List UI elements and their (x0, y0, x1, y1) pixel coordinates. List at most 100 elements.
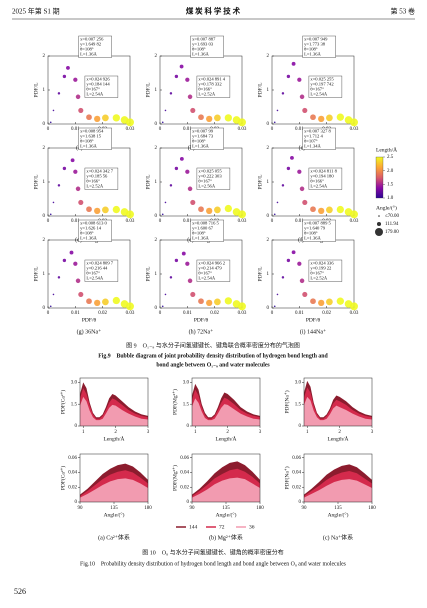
bubble (102, 114, 109, 122)
bubble (94, 299, 101, 307)
bubble (310, 298, 316, 305)
bubble (73, 77, 78, 82)
bubble (126, 118, 134, 127)
bubble (66, 65, 70, 70)
annotation-box (308, 167, 343, 190)
bubble (214, 206, 221, 214)
bubble (281, 276, 285, 279)
y-axis-label: PDF/L (33, 82, 39, 98)
panel-label: (g) 36Na⁺ (77, 328, 102, 335)
bubble (169, 92, 173, 95)
y-axis-label: PDF(Na⁺) (283, 466, 290, 489)
x-tick-label: 0.01 (71, 127, 80, 132)
annotation-text: x=0.024 926 (86, 76, 110, 81)
x-tick-label: 90 (190, 506, 196, 511)
annotation-text: y=1.626 14 (80, 225, 102, 230)
bubble (174, 74, 179, 79)
x-tick-label: 135 (222, 506, 230, 511)
y-tick-label: 2 (267, 146, 270, 151)
bubble (86, 206, 92, 213)
x-axis-label: Angle/(°) (328, 511, 349, 518)
bubble (297, 261, 302, 266)
bubble (69, 250, 74, 255)
panel-caption: (b) Mg²⁺体系 (209, 533, 243, 541)
bubble (350, 210, 358, 219)
bubble (49, 213, 52, 216)
bubble (187, 94, 193, 100)
annotation-box (308, 75, 343, 98)
y-tick-label: 0 (187, 424, 190, 429)
x-tick-label: 0 (159, 127, 162, 132)
bubble (286, 74, 291, 79)
annotation-text: L=1.36Å (80, 51, 97, 56)
annotation-text: L=2.52Å (198, 91, 215, 96)
bubble (273, 305, 276, 308)
bubble (336, 205, 344, 214)
bubble (224, 204, 232, 213)
annotation-box (196, 75, 231, 98)
panel-caption: (a) Ca²⁺体系 (98, 533, 130, 541)
bubble (326, 114, 333, 122)
y-axis-label: PDF/L (145, 174, 151, 190)
y-tick-label: 1.5 (295, 402, 302, 407)
annotation-text: θ=166° (198, 86, 212, 91)
annotation-text: θ=167° (86, 270, 100, 275)
annotation-text: θ=167° (310, 270, 324, 275)
area (304, 479, 372, 502)
annotation-box (302, 35, 336, 58)
bubble (78, 107, 84, 113)
y-tick-label: 1.5 (183, 402, 190, 407)
bubble (238, 302, 246, 311)
y-axis-label: PDF/L (257, 82, 263, 98)
annotation-text: L=1.36Å (192, 51, 209, 56)
header-center: 煤 炭 科 学 技 术 (186, 6, 241, 16)
bubble (169, 276, 173, 279)
bubble (297, 169, 302, 174)
annotation-text: L=1.36Å (304, 51, 321, 56)
bubble (102, 298, 109, 306)
legend-label: 72 (219, 524, 225, 530)
x-axis-label: Angle/(°) (104, 511, 125, 518)
bubble (57, 92, 61, 95)
annotation-text: y=1.773 38 (304, 41, 326, 46)
x-tick-label: 0 (271, 311, 274, 316)
annotation-text: x=0.024 811 8 (310, 168, 337, 173)
x-tick-label: 0.03 (238, 127, 247, 132)
annotation-text: y=0.178 332 (198, 81, 222, 86)
area (80, 396, 148, 426)
y-tick-label: 0 (155, 122, 158, 127)
bubble (78, 291, 84, 297)
bubble (198, 114, 204, 121)
colorbar-tick-label: 2.5 (387, 155, 394, 160)
annotation-text: L=2.52Å (310, 275, 327, 280)
y-tick-label: 3.0 (71, 381, 78, 386)
header-right: 第 53 卷 (391, 7, 416, 16)
bubble (73, 169, 78, 174)
y-tick-label: 0 (43, 306, 46, 311)
size-legend-bubble (378, 215, 380, 217)
header-left: 2025 年第 S1 期 (12, 7, 60, 16)
annotation-box (84, 259, 119, 282)
y-tick-label: 2 (267, 238, 270, 243)
bubble (302, 107, 308, 113)
bubble (350, 302, 358, 311)
bubble (179, 64, 184, 69)
y-tick-label: 0.06 (292, 456, 301, 461)
y-tick-label: 2 (43, 54, 46, 59)
x-tick-label: 0.02 (98, 311, 107, 316)
y-axis-label: PDF(Mg²⁺) (171, 465, 178, 491)
annotation-text: y=0.199 22 (310, 265, 332, 270)
annotation-text: θ=167° (198, 178, 212, 183)
y-axis-label: PDF/L (257, 266, 263, 282)
annotation-text: L=1.36Å (304, 235, 321, 240)
y-tick-label: 0 (267, 214, 270, 219)
bubble (302, 291, 308, 297)
bubble (291, 61, 296, 66)
bubble (214, 114, 221, 122)
x-tick-label: 0 (47, 311, 50, 316)
y-tick-label: 0 (43, 214, 46, 219)
bubble (94, 207, 101, 215)
annotation-text: x=0.025 255 (310, 76, 334, 81)
x-tick-label: 0.01 (295, 311, 304, 316)
bubble (276, 109, 279, 112)
